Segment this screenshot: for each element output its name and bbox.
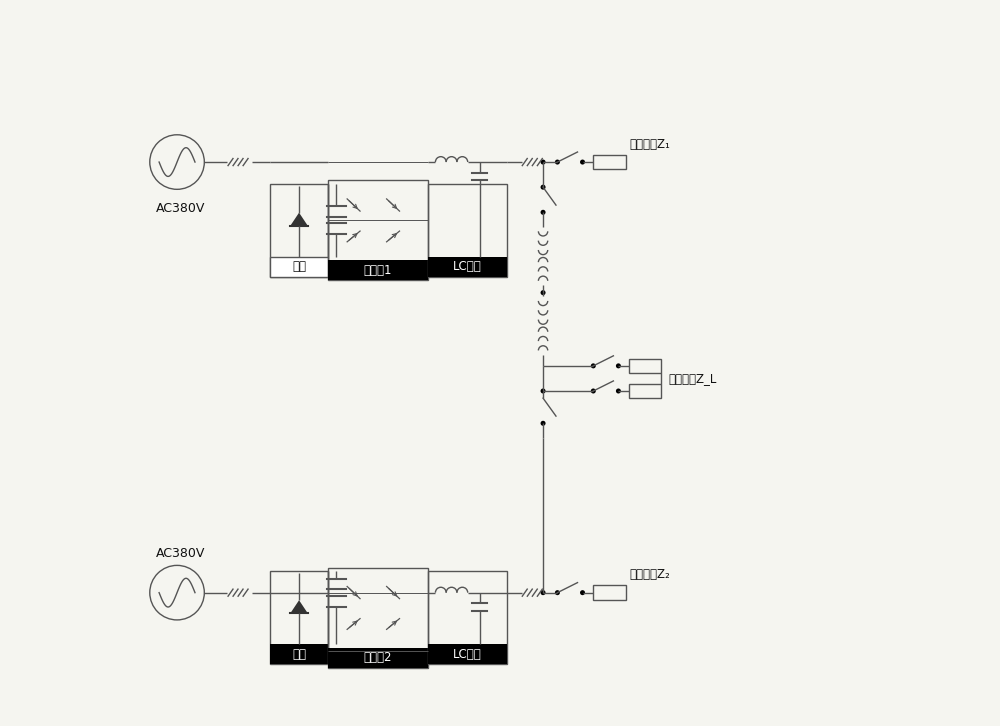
- Circle shape: [541, 421, 546, 425]
- Text: LC滤波: LC滤波: [453, 648, 482, 661]
- Bar: [593, 155, 626, 169]
- Circle shape: [616, 363, 621, 368]
- Circle shape: [541, 290, 546, 295]
- Text: 逆变器2: 逆变器2: [364, 651, 392, 664]
- Bar: [629, 359, 661, 373]
- Circle shape: [580, 160, 585, 165]
- Text: LC滤波: LC滤波: [453, 261, 482, 273]
- Text: 本地负载Z₁: 本地负载Z₁: [629, 138, 670, 150]
- Bar: [593, 585, 626, 600]
- Circle shape: [555, 160, 560, 165]
- Bar: [428, 645, 507, 664]
- Text: 整流: 整流: [292, 648, 306, 661]
- Bar: [270, 645, 328, 664]
- Bar: [428, 571, 507, 664]
- Circle shape: [541, 388, 546, 393]
- Bar: [270, 184, 328, 277]
- Bar: [328, 648, 428, 668]
- Circle shape: [541, 210, 546, 215]
- Circle shape: [541, 590, 546, 595]
- Circle shape: [591, 363, 596, 368]
- Text: 整流: 整流: [292, 261, 306, 273]
- Circle shape: [541, 184, 546, 189]
- Bar: [428, 184, 507, 277]
- Bar: [270, 571, 328, 664]
- Circle shape: [591, 388, 596, 393]
- Text: AC380V: AC380V: [156, 203, 205, 215]
- Bar: [270, 257, 328, 277]
- Bar: [270, 257, 328, 277]
- Bar: [328, 568, 428, 668]
- Polygon shape: [290, 213, 308, 226]
- Circle shape: [555, 590, 560, 595]
- Circle shape: [616, 388, 621, 393]
- Bar: [328, 180, 428, 280]
- Text: AC380V: AC380V: [156, 547, 205, 560]
- Circle shape: [541, 160, 546, 165]
- Text: 并联负载Z_L: 并联负载Z_L: [669, 372, 717, 385]
- Text: 逆变器1: 逆变器1: [364, 264, 392, 277]
- Bar: [328, 261, 428, 280]
- Bar: [629, 384, 661, 398]
- Circle shape: [580, 590, 585, 595]
- Text: 本地负载Z₂: 本地负载Z₂: [629, 568, 670, 582]
- Polygon shape: [290, 600, 308, 613]
- Bar: [428, 257, 507, 277]
